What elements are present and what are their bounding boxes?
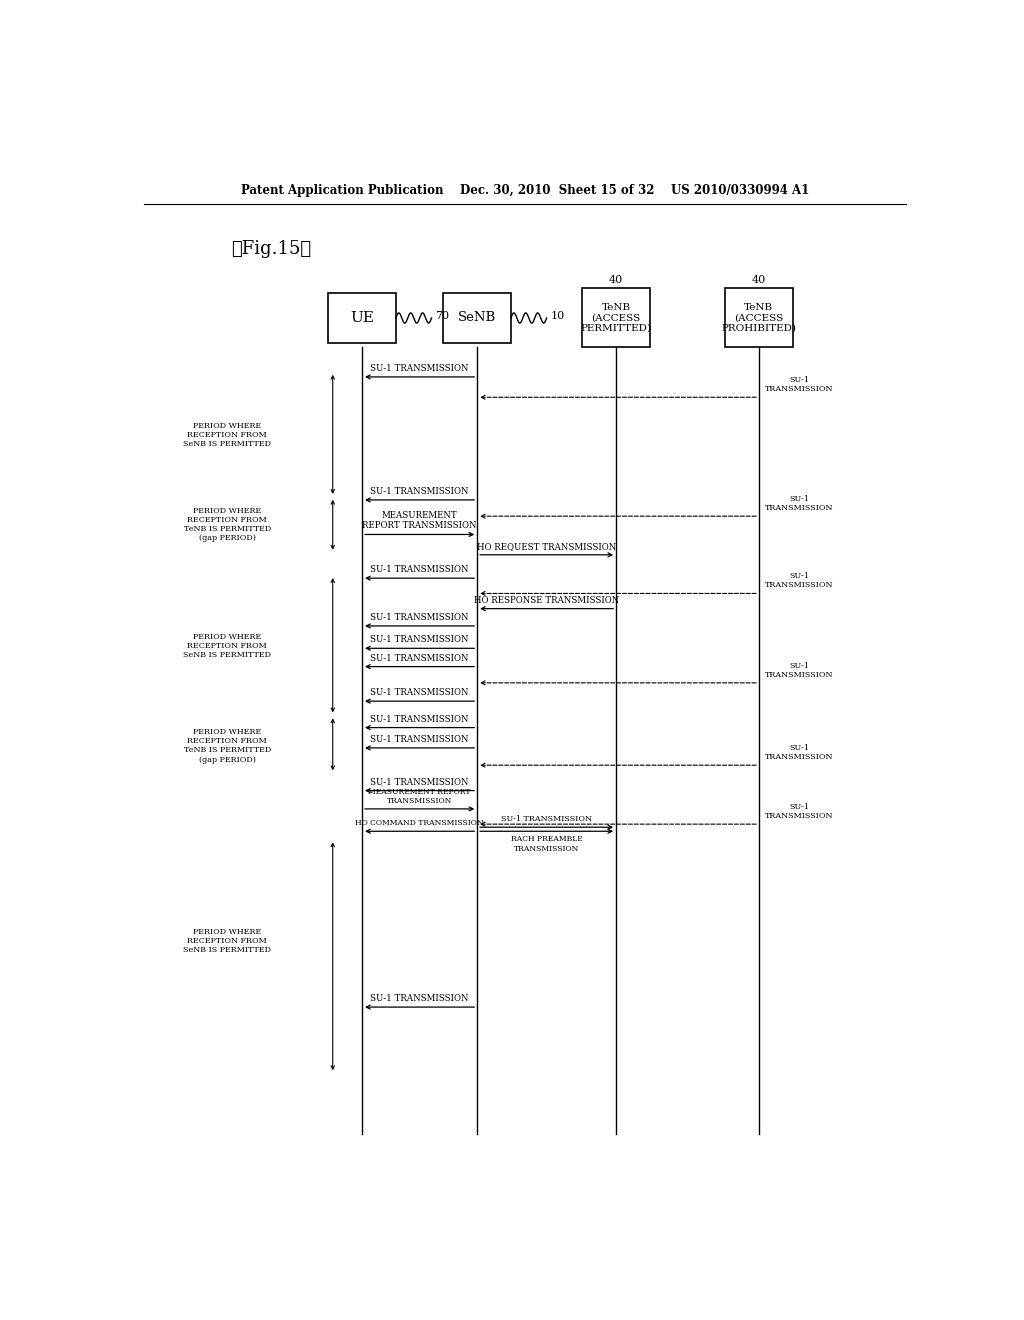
Text: SU-1
TRANSMISSION: SU-1 TRANSMISSION: [765, 572, 834, 589]
Text: TeNB
(ACCESS
PERMITTED): TeNB (ACCESS PERMITTED): [581, 304, 651, 333]
Text: PERIOD WHERE
RECEPTION FROM
TeNB IS PERMITTED
(gap PERIOD): PERIOD WHERE RECEPTION FROM TeNB IS PERM…: [183, 729, 270, 764]
Text: SU-1 TRANSMISSION: SU-1 TRANSMISSION: [371, 653, 469, 663]
Text: SU-1 TRANSMISSION: SU-1 TRANSMISSION: [371, 487, 469, 496]
Text: SU-1 TRANSMISSION: SU-1 TRANSMISSION: [371, 735, 469, 744]
Text: MEASUREMENT
REPORT TRANSMISSION: MEASUREMENT REPORT TRANSMISSION: [362, 511, 477, 531]
Text: PERIOD WHERE
RECEPTION FROM
SeNB IS PERMITTED: PERIOD WHERE RECEPTION FROM SeNB IS PERM…: [183, 634, 271, 660]
Text: SU-1
TRANSMISSION: SU-1 TRANSMISSION: [765, 495, 834, 512]
FancyBboxPatch shape: [329, 293, 396, 343]
Text: PERIOD WHERE
RECEPTION FROM
SeNB IS PERMITTED: PERIOD WHERE RECEPTION FROM SeNB IS PERM…: [183, 421, 271, 447]
Text: SU-1 TRANSMISSION: SU-1 TRANSMISSION: [371, 994, 469, 1003]
FancyBboxPatch shape: [583, 289, 650, 347]
Text: HO REQUEST TRANSMISSION: HO REQUEST TRANSMISSION: [477, 541, 616, 550]
Text: SU-1 TRANSMISSION: SU-1 TRANSMISSION: [501, 816, 592, 824]
Text: 40: 40: [609, 276, 624, 285]
Text: SU-1
TRANSMISSION: SU-1 TRANSMISSION: [765, 803, 834, 820]
Text: 70: 70: [435, 312, 450, 321]
Text: RACH PREAMBLE
TRANSMISSION: RACH PREAMBLE TRANSMISSION: [511, 836, 583, 853]
Text: 10: 10: [551, 312, 565, 321]
Text: UE: UE: [350, 312, 374, 325]
Text: SU-1
TRANSMISSION: SU-1 TRANSMISSION: [765, 744, 834, 762]
Text: SU-1 TRANSMISSION: SU-1 TRANSMISSION: [371, 612, 469, 622]
Text: SeNB: SeNB: [458, 312, 497, 325]
Text: SU-1 TRANSMISSION: SU-1 TRANSMISSION: [371, 688, 469, 697]
Text: 40: 40: [752, 276, 766, 285]
Text: HO COMMAND TRANSMISSION: HO COMMAND TRANSMISSION: [355, 820, 484, 828]
Text: PERIOD WHERE
RECEPTION FROM
SeNB IS PERMITTED: PERIOD WHERE RECEPTION FROM SeNB IS PERM…: [183, 928, 271, 954]
Text: HO RESPONSE TRANSMISSION: HO RESPONSE TRANSMISSION: [474, 595, 620, 605]
Text: SU-1
TRANSMISSION: SU-1 TRANSMISSION: [765, 661, 834, 678]
Text: MEASUREMENT REPORT
TRANSMISSION: MEASUREMENT REPORT TRANSMISSION: [369, 788, 471, 805]
Text: SU-1 TRANSMISSION: SU-1 TRANSMISSION: [371, 714, 469, 723]
Text: Patent Application Publication    Dec. 30, 2010  Sheet 15 of 32    US 2010/03309: Patent Application Publication Dec. 30, …: [241, 183, 809, 197]
Text: PERIOD WHERE
RECEPTION FROM
TeNB IS PERMITTED
(gap PERIOD): PERIOD WHERE RECEPTION FROM TeNB IS PERM…: [183, 507, 270, 543]
Text: SU-1
TRANSMISSION: SU-1 TRANSMISSION: [765, 376, 834, 393]
FancyBboxPatch shape: [725, 289, 793, 347]
FancyBboxPatch shape: [443, 293, 511, 343]
Text: SU-1 TRANSMISSION: SU-1 TRANSMISSION: [371, 364, 469, 372]
Text: 『Fig.15』: 『Fig.15』: [231, 240, 311, 257]
Text: SU-1 TRANSMISSION: SU-1 TRANSMISSION: [371, 565, 469, 574]
Text: SU-1 TRANSMISSION: SU-1 TRANSMISSION: [371, 777, 469, 787]
Text: SU-1 TRANSMISSION: SU-1 TRANSMISSION: [371, 635, 469, 644]
Text: TeNB
(ACCESS
PROHIBITED): TeNB (ACCESS PROHIBITED): [722, 304, 797, 333]
